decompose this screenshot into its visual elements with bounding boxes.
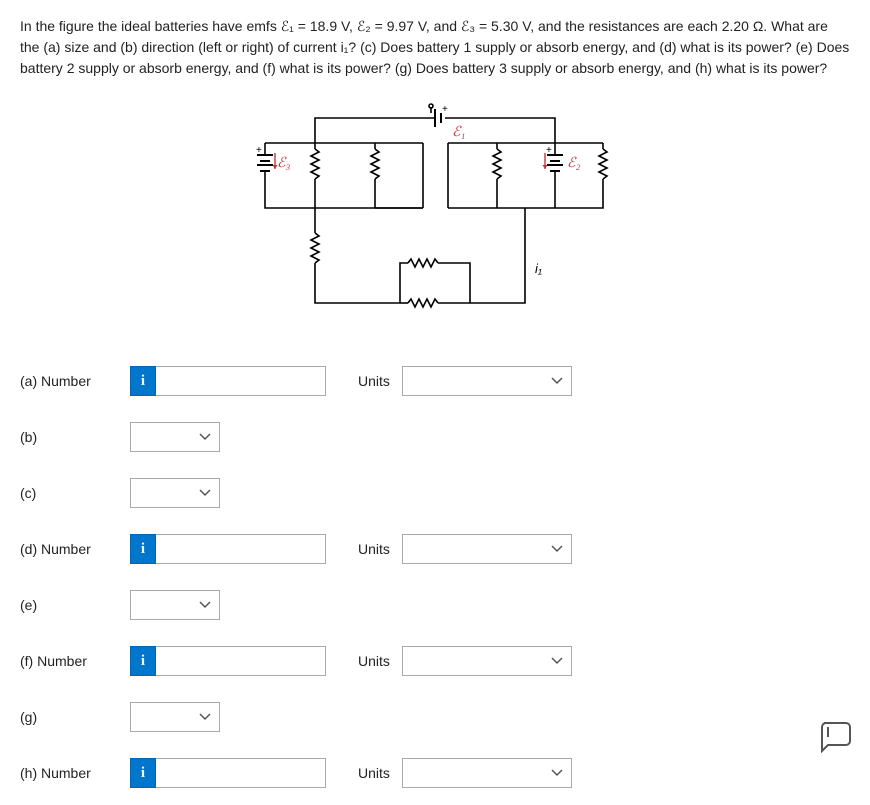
row-g: (g) bbox=[20, 701, 850, 733]
emf3-label: ℰ₃ bbox=[277, 156, 290, 171]
svg-text:+: + bbox=[546, 145, 552, 156]
emf1-label: ℰ₁ bbox=[452, 125, 465, 140]
label-g: (g) bbox=[20, 709, 130, 725]
row-a: (a) Number i Units bbox=[20, 365, 850, 397]
input-a-number[interactable] bbox=[156, 366, 326, 396]
select-b[interactable] bbox=[130, 422, 220, 452]
row-d: (d) Number i Units bbox=[20, 533, 850, 565]
row-e: (e) bbox=[20, 589, 850, 621]
select-a-units[interactable] bbox=[402, 366, 572, 396]
units-label-f: Units bbox=[358, 653, 390, 669]
input-f-number[interactable] bbox=[156, 646, 326, 676]
svg-text:+: + bbox=[256, 145, 262, 156]
label-d: (d) Number bbox=[20, 541, 130, 557]
question-text: In the figure the ideal batteries have e… bbox=[20, 16, 850, 79]
input-h-number[interactable] bbox=[156, 758, 326, 788]
label-h: (h) Number bbox=[20, 765, 130, 781]
input-d-number[interactable] bbox=[156, 534, 326, 564]
select-c[interactable] bbox=[130, 478, 220, 508]
info-icon[interactable]: i bbox=[130, 534, 156, 564]
svg-text:+: + bbox=[442, 104, 448, 115]
select-g[interactable] bbox=[130, 702, 220, 732]
units-label-h: Units bbox=[358, 765, 390, 781]
circuit-figure: ℰ₁ ℰ₂ ℰ₃ i₁ + + + bbox=[20, 103, 850, 333]
label-f: (f) Number bbox=[20, 653, 130, 669]
info-icon[interactable]: i bbox=[130, 366, 156, 396]
label-b: (b) bbox=[20, 429, 130, 445]
row-c: (c) bbox=[20, 477, 850, 509]
chat-bubble-icon[interactable] bbox=[818, 719, 854, 756]
units-label-d: Units bbox=[358, 541, 390, 557]
i1-label: i₁ bbox=[535, 261, 542, 276]
row-h: (h) Number i Units bbox=[20, 757, 850, 789]
label-c: (c) bbox=[20, 485, 130, 501]
select-e[interactable] bbox=[130, 590, 220, 620]
select-d-units[interactable] bbox=[402, 534, 572, 564]
row-b: (b) bbox=[20, 421, 850, 453]
label-e: (e) bbox=[20, 597, 130, 613]
units-label-a: Units bbox=[358, 373, 390, 389]
label-a: (a) Number bbox=[20, 373, 130, 389]
select-h-units[interactable] bbox=[402, 758, 572, 788]
answer-rows: (a) Number i Units (b) (c) (d) Number i … bbox=[20, 365, 850, 789]
info-icon[interactable]: i bbox=[130, 646, 156, 676]
select-f-units[interactable] bbox=[402, 646, 572, 676]
info-icon[interactable]: i bbox=[130, 758, 156, 788]
row-f: (f) Number i Units bbox=[20, 645, 850, 677]
emf2-label: ℰ₂ bbox=[567, 156, 580, 171]
